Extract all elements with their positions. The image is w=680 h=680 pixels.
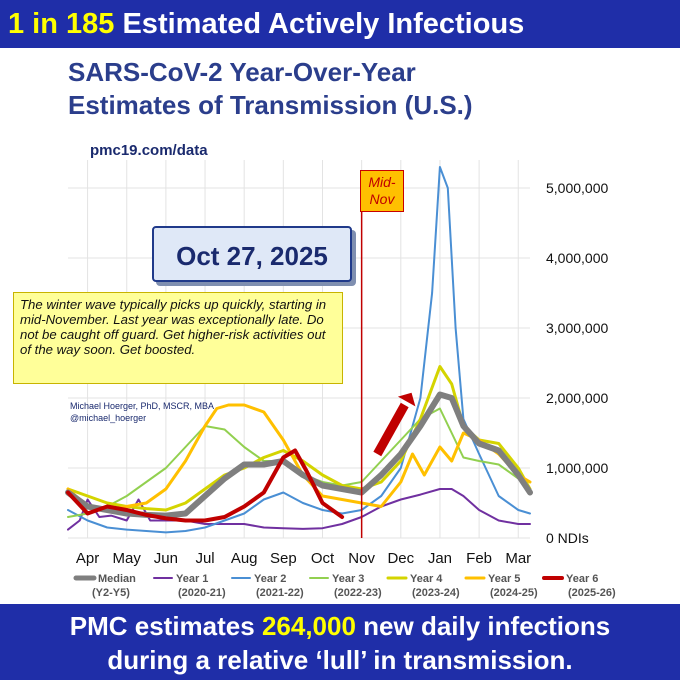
x-tick-label-jan: Jan [428, 550, 452, 567]
footer-banner: PMC estimates 264,000 new daily infectio… [0, 604, 680, 680]
x-tick-label-aug: Aug [231, 550, 258, 567]
x-tick-label-mar: Mar [505, 550, 531, 567]
chart-title: SARS-CoV-2 Year-Over-Year Estimates of T… [68, 56, 588, 122]
headline-banner: 1 in 185 Estimated Actively Infectious [0, 0, 680, 48]
mid-nov-label-line-1: Mid- [368, 174, 396, 190]
series-line-year-1 [67, 488, 531, 531]
x-tick-label-dec: Dec [387, 550, 414, 567]
legend-year-5-name: Year 5 [488, 573, 520, 585]
annotation-note: The winter wave typically picks up quick… [13, 292, 343, 384]
date-label: Oct 27, 2025 [152, 226, 352, 282]
x-tick-label-sep: Sep [270, 550, 297, 567]
legend-median-name: Median [98, 573, 136, 585]
x-tick-label-oct: Oct [311, 550, 335, 567]
chart-legend: Median (Y2-Y5) Year 1 (2020-21) Year 2 (2021-… [73, 573, 616, 599]
legend-year-2-name: Year 2 [254, 573, 286, 585]
author-credit: Michael Hoerger, PhD, MSCR, MBA @michael… [70, 400, 214, 424]
series-line-year-6 [66, 448, 345, 523]
y-tick-label-5: 5,000,000 [546, 180, 608, 196]
legend-year-2-period: (2021-22) [256, 587, 304, 599]
author-name: Michael Hoerger, PhD, MSCR, MBA [70, 401, 215, 411]
legend-year-6-name: Year 6 [566, 573, 598, 585]
headline-count: 1 in 185 [8, 8, 115, 40]
x-tick-label-may: May [113, 550, 142, 567]
legend-year-5-period: (2024-25) [490, 587, 538, 599]
legend-year-4-name: Year 4 [410, 573, 443, 585]
x-tick-label-nov: Nov [348, 550, 375, 567]
x-tick-label-apr: Apr [76, 550, 99, 567]
y-tick-label-3: 3,000,000 [546, 320, 608, 336]
legend-year-1-name: Year 1 [176, 573, 208, 585]
y-tick-label-4: 4,000,000 [546, 250, 608, 266]
legend-year-1-period: (2020-21) [178, 587, 226, 599]
source-url: pmc19.com/data [90, 142, 208, 159]
footer-line-1: PMC estimates 264,000 new daily infectio… [0, 609, 680, 643]
legend-year-3-period: (2022-23) [334, 587, 382, 599]
chart-series [65, 166, 533, 534]
footer-value: 264,000 [261, 611, 356, 641]
chart-title-line-2: Estimates of Transmission (U.S.) [68, 90, 473, 120]
legend-year-3-name: Year 3 [332, 573, 364, 585]
footer-pre: PMC estimates [69, 611, 255, 641]
mid-nov-label: Mid- Nov [360, 170, 404, 212]
legend-median-period: (Y2-Y5) [92, 587, 130, 599]
arrow-shaft [373, 402, 409, 457]
headline-text: Estimated Actively Infectious [122, 8, 525, 40]
y-tick-label-1: 1,000,000 [546, 460, 608, 476]
x-axis-ticks: Apr May Jun Jul Aug Sep Oct Nov Dec Jan Feb Mar [76, 550, 531, 567]
legend-year-6-period: (2025-26) [568, 587, 616, 599]
transmission-line-chart: 0 NDIs 1,000,000 2,000,000 3,000,000 4,000,0… [65, 160, 616, 599]
x-tick-label-jun: Jun [154, 550, 178, 567]
rising-wave-arrow [373, 392, 416, 457]
y-tick-label-2: 2,000,000 [546, 390, 608, 406]
legend-year-4-period: (2023-24) [412, 587, 460, 599]
chart-title-line-1: SARS-CoV-2 Year-Over-Year [68, 57, 416, 87]
author-handle: @michael_hoerger [70, 413, 147, 423]
footer-line-2: during a relative ‘lull’ in transmission… [107, 645, 573, 675]
y-axis-ticks: 0 NDIs 1,000,000 2,000,000 3,000,000 4,000,0… [546, 180, 608, 546]
footer-post: new daily infections [363, 611, 611, 641]
y-tick-label-0: 0 NDIs [546, 530, 589, 546]
x-tick-label-jul: Jul [195, 550, 214, 567]
x-tick-label-feb: Feb [466, 550, 492, 567]
arrow-head [397, 392, 416, 407]
mid-nov-label-line-2: Nov [369, 191, 395, 207]
